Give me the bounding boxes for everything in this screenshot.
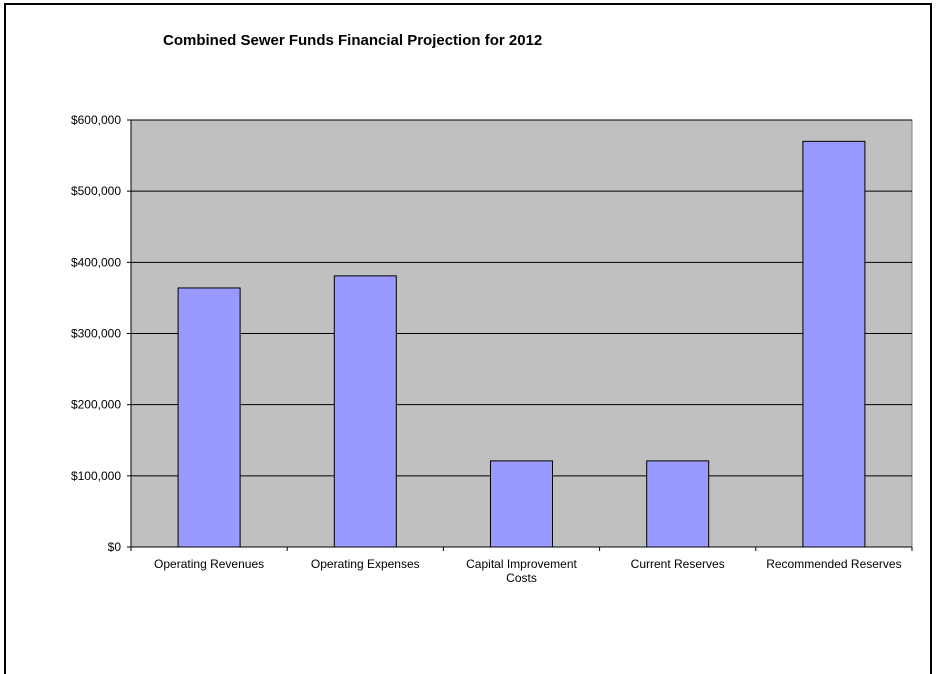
y-tick-label: $500,000: [71, 184, 121, 198]
x-tick-label: Recommended Reserves: [766, 557, 901, 571]
y-tick-label: $100,000: [71, 469, 121, 483]
y-tick-label: $600,000: [71, 113, 121, 127]
y-tick-label: $400,000: [71, 255, 121, 269]
bar: [177, 287, 241, 548]
bar: [646, 460, 710, 548]
axes: [127, 119, 913, 551]
y-tick-label: $0: [108, 540, 122, 554]
y-tick-label: $300,000: [71, 327, 121, 341]
bar: [490, 460, 553, 548]
x-tick-label: Operating Expenses: [311, 557, 420, 571]
x-tick-labels: Operating Revenues Operating Expenses Capi…: [154, 557, 902, 585]
gridlines: [131, 119, 912, 477]
bar: [333, 275, 397, 548]
x-tick-label: Capital Improvement Costs: [466, 557, 577, 585]
x-tick-label: Current Reserves: [631, 557, 725, 571]
y-tick-label: $200,000: [71, 398, 121, 412]
bar: [802, 140, 866, 548]
x-tick-label: Operating Revenues: [154, 557, 264, 571]
chart-title: Combined Sewer Funds Financial Projectio…: [163, 32, 542, 49]
y-tick-labels: $0 $100,000 $200,000 $300,000 $400,000 $500,0…: [71, 113, 121, 554]
